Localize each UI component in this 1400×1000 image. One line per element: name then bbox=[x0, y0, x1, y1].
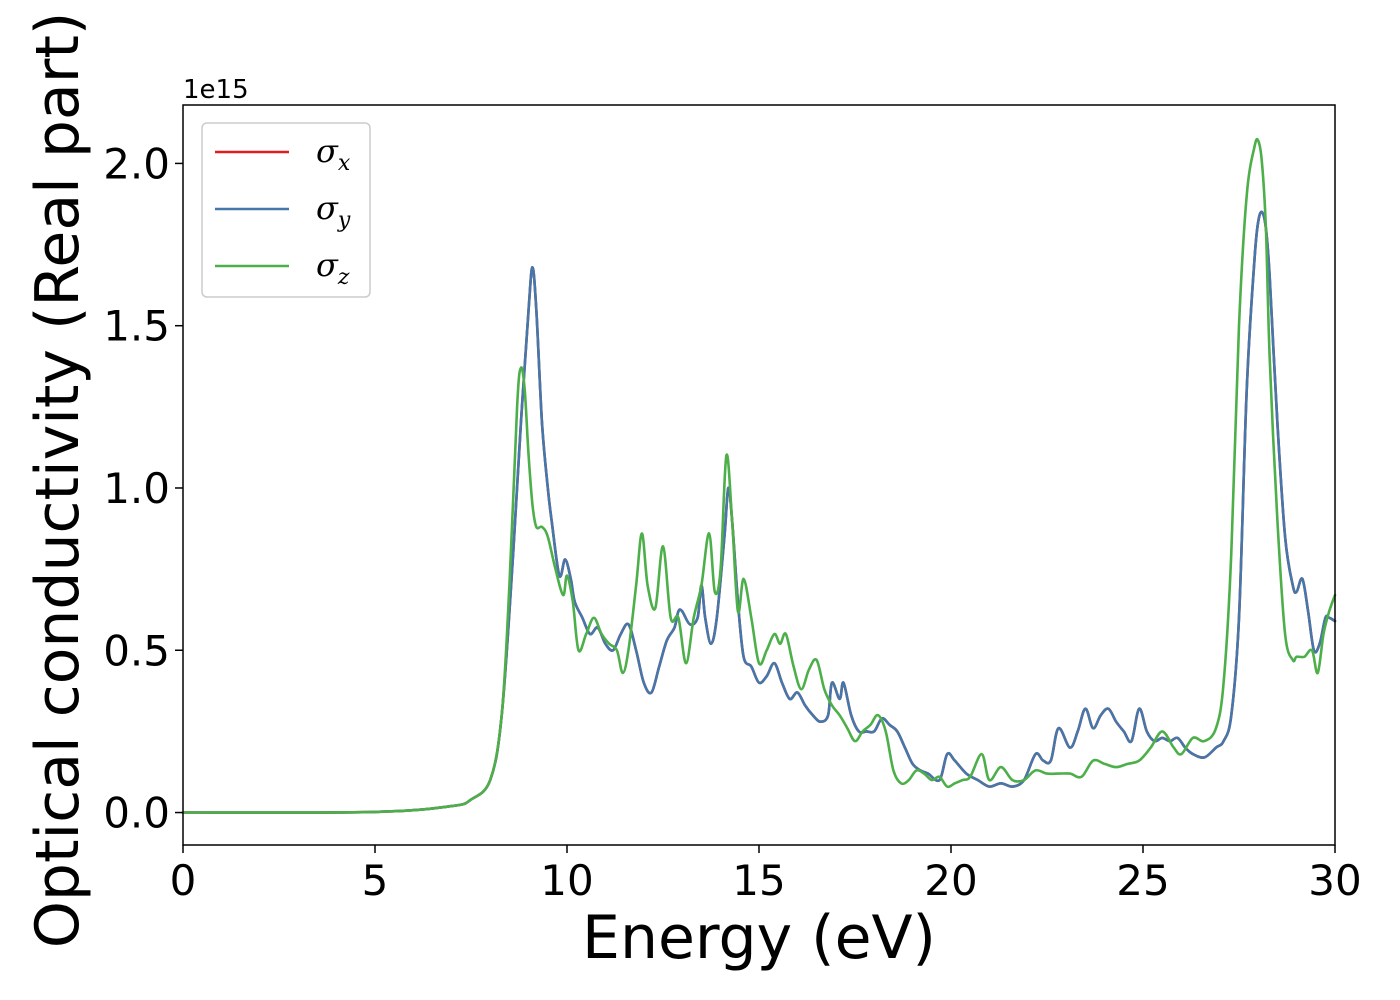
y-tick-label: 0.0 bbox=[103, 789, 170, 838]
y-tick-label: 2.0 bbox=[103, 139, 170, 188]
x-tick-label: 25 bbox=[1116, 856, 1169, 905]
y-tick-label: 1.0 bbox=[103, 464, 170, 513]
x-tick-label: 0 bbox=[170, 856, 197, 905]
legend-label-x: σx bbox=[316, 132, 351, 176]
series-line-z bbox=[181, 137, 1337, 814]
series-layer bbox=[181, 137, 1337, 814]
x-tick-label: 5 bbox=[362, 856, 389, 905]
series-line-x bbox=[181, 210, 1337, 814]
x-axis-label: Energy (eV) bbox=[582, 903, 936, 973]
legend-label-y: σy bbox=[316, 189, 351, 233]
x-tick-label: 20 bbox=[924, 856, 977, 905]
series-line-y bbox=[181, 210, 1337, 814]
y-tick-label: 1.5 bbox=[103, 302, 170, 351]
y-axis-label: Optical conductivity (Real part) bbox=[23, 12, 93, 949]
x-tick-label: 30 bbox=[1308, 856, 1361, 905]
x-tick-label: 10 bbox=[540, 856, 593, 905]
legend: σx σy σz bbox=[201, 122, 371, 298]
x-tick-label: 15 bbox=[732, 856, 785, 905]
ticks-layer: 0 5 10 15 20 25 30 0.0 0.5 1.0 1.5 2.0 bbox=[103, 139, 1362, 905]
y-offset-label: 1e15 bbox=[183, 75, 249, 105]
y-tick-label: 0.5 bbox=[103, 626, 170, 675]
legend-label-z: σz bbox=[316, 246, 350, 290]
